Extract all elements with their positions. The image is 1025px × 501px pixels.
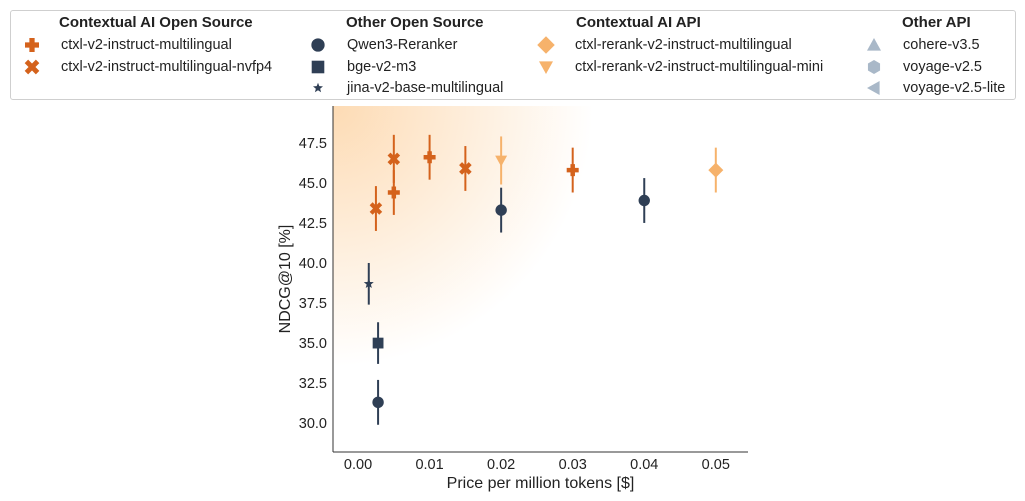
y-axis-label: NDCG@10 [%] <box>277 225 294 334</box>
legend: Contextual AI Open Source ctxl-v2-instruc… <box>10 10 1016 100</box>
hexagon-marker-icon <box>867 59 881 74</box>
y-tick-label: 47.5 <box>299 136 327 152</box>
x-tick-label: 0.05 <box>702 457 730 473</box>
x-tick-label: 0.00 <box>344 457 372 473</box>
y-tick-label: 30.0 <box>299 416 327 432</box>
x-tick-label: 0.01 <box>415 457 443 473</box>
triangle-down-marker-icon <box>539 60 553 74</box>
star-marker-icon <box>313 82 323 93</box>
x-marker-icon <box>24 59 40 74</box>
data-point-bge-v2-m3 <box>372 322 384 364</box>
x-tick-label: 0.04 <box>630 457 658 473</box>
legend-item-label: ctxl-v2-instruct-multilingual-nvfp4 <box>61 58 273 75</box>
y-tick-label: 35.0 <box>299 336 327 352</box>
legend-item-label: ctxl-rerank-v2-instruct-multilingual <box>575 37 792 53</box>
plus-marker-icon <box>25 38 39 52</box>
legend-item-label: cohere-v3.5 <box>903 37 980 53</box>
diamond-marker-icon <box>537 36 555 54</box>
data-point-Qwen3-Reranker <box>638 178 650 223</box>
square-marker-icon <box>311 60 325 73</box>
data-point-Qwen3-Reranker <box>372 379 384 425</box>
legend-item-label: bge-v2-m3 <box>347 58 417 75</box>
legend-item-label: ctxl-v2-instruct-multilingual <box>61 37 232 53</box>
triangle-left-marker-icon <box>867 81 880 95</box>
data-point-ctxl-v2-instruct-multilingual <box>423 134 436 180</box>
legend-item-label: voyage-v2.5-lite <box>903 80 1006 96</box>
data-point-ctxl-rerank-v2-instruct-multilingual <box>708 147 724 193</box>
legend-group-title: Other API <box>902 14 971 31</box>
legend-item-label: Qwen3-Reranker <box>347 37 458 53</box>
legend-group-title: Contextual AI API <box>576 14 701 31</box>
x-tick-label: 0.03 <box>559 457 587 473</box>
data-point-ctxl-v2-instruct-multilingual-nvfp4 <box>459 146 472 191</box>
y-tick-label: 37.5 <box>299 296 327 312</box>
legend-item-label: voyage-v2.5 <box>903 58 982 75</box>
legend-group-title: Contextual AI Open Source <box>59 14 253 31</box>
data-point-Qwen3-Reranker <box>495 187 507 233</box>
y-tick-label: 32.5 <box>299 376 327 392</box>
legend-group-title: Other Open Source <box>346 14 484 31</box>
data-point-ctxl-v2-instruct-multilingual-nvfp4 <box>387 134 401 183</box>
x-tick-label: 0.02 <box>487 457 515 473</box>
data-point-ctxl-v2-instruct-multilingual <box>566 147 579 193</box>
data-point-ctxl-rerank-v2-instruct-multilingual-mini <box>495 136 508 185</box>
x-axis-label: Price per million tokens [$] <box>447 475 635 492</box>
data-point-ctxl-v2-instruct-multilingual-nvfp4 <box>369 186 383 231</box>
y-tick-label: 42.5 <box>299 216 327 232</box>
data-point-jina-v2-base-multilingual <box>363 262 374 305</box>
triangle-up-marker-icon <box>867 38 881 51</box>
circle-marker-icon <box>311 38 325 52</box>
y-tick-label: 40.0 <box>299 256 327 272</box>
legend-item-label: jina-v2-base-multilingual <box>347 80 504 96</box>
highlight-region <box>333 106 748 452</box>
y-tick-label: 45.0 <box>299 176 327 192</box>
legend-item-label: ctxl-rerank-v2-instruct-multilingual-min… <box>575 58 824 75</box>
